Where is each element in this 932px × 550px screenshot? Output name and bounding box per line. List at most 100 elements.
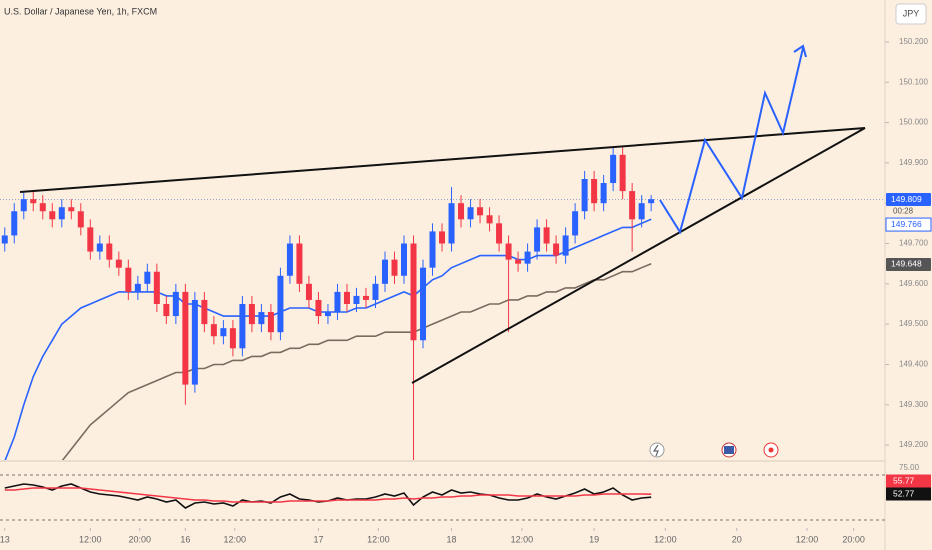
candle-body — [391, 259, 398, 276]
rsi-line — [4, 487, 652, 503]
x-tick-label: 18 — [447, 534, 457, 544]
x-tick-label: 20 — [732, 534, 742, 544]
candle-body — [153, 271, 160, 304]
price-tag — [886, 257, 931, 271]
candle-body — [125, 267, 132, 292]
chart-title: U.S. Dollar / Japanese Yen, 1h, FXCM — [4, 6, 157, 16]
y-tick-label: 149.900 — [899, 158, 928, 167]
candle-body — [591, 179, 598, 204]
candle-body — [106, 243, 113, 260]
y-tick-label: 149.600 — [899, 279, 928, 288]
x-tick-label: 12:00 — [511, 534, 534, 544]
y-tick-label: 149.500 — [899, 319, 928, 328]
x-tick-label: 17 — [313, 534, 323, 544]
candle-body — [305, 283, 312, 300]
rsi-tick-label: 75.00 — [899, 463, 920, 472]
candle-body — [296, 243, 303, 284]
x-tick-label: 12:00 — [367, 534, 390, 544]
price-tag — [885, 217, 932, 232]
price-tag-label: 149.766 — [891, 219, 922, 229]
x-tick-label: 13 — [0, 534, 10, 544]
candle-body — [534, 227, 541, 252]
candle-body — [467, 207, 474, 220]
candle-body — [58, 207, 65, 220]
candle-body — [486, 215, 493, 224]
y-tick-label: 149.300 — [899, 400, 928, 409]
candle-body — [77, 211, 84, 228]
candle-body — [372, 283, 379, 300]
candle-body — [353, 295, 360, 304]
candle-body — [11, 211, 18, 236]
candle-body — [115, 259, 122, 268]
x-tick-label: 12:00 — [654, 534, 677, 544]
candle-body — [619, 154, 626, 192]
projection-path — [659, 47, 804, 235]
candle-body — [201, 299, 208, 325]
candle-body — [220, 328, 227, 337]
candle-body — [68, 207, 75, 212]
candle-body — [248, 303, 255, 325]
candle-body — [362, 295, 369, 300]
candle-body — [600, 183, 607, 204]
candle-body — [496, 223, 503, 244]
rsi-tag-label: 55.77 — [893, 475, 915, 485]
rsi-tag-label: 52.77 — [893, 488, 915, 498]
candle-body — [334, 291, 341, 313]
candle-body — [20, 199, 27, 212]
candle-body — [172, 291, 179, 317]
price-pane — [0, 146, 885, 460]
y-tick-label: 149.400 — [899, 360, 928, 369]
y-tick-label: 149.200 — [899, 440, 928, 449]
candle-body — [87, 227, 94, 252]
candle-body — [439, 231, 446, 244]
candle-body — [648, 199, 655, 204]
candle-body — [543, 227, 550, 244]
candle-body — [505, 243, 512, 260]
candle-body — [267, 312, 274, 333]
y-tick-label: 150.200 — [899, 37, 928, 46]
x-tick-label: 20:00 — [128, 534, 151, 544]
event-icon — [768, 447, 774, 453]
candle-body — [229, 328, 236, 349]
trendline — [19, 127, 866, 193]
candle-body — [239, 303, 246, 349]
rsi-tag — [886, 474, 931, 488]
price-tag-label: 149.809 — [891, 194, 922, 204]
candle-body — [562, 235, 569, 256]
y-tick-label: 150.000 — [899, 118, 928, 127]
event-icon[interactable] — [649, 442, 665, 458]
price-tag-label: 149.648 — [891, 259, 922, 269]
event-icon — [652, 444, 659, 457]
moving-average — [61, 262, 652, 460]
flag-icon — [724, 446, 734, 454]
drawings — [19, 44, 866, 458]
x-tick-label: 20:00 — [842, 534, 865, 544]
candle-body — [315, 299, 322, 317]
y-tick-label: 149.700 — [899, 239, 928, 248]
candle-body — [458, 203, 465, 220]
x-tick-label: 19 — [589, 534, 599, 544]
candle-body — [553, 243, 560, 256]
projection-arrow — [793, 44, 807, 58]
candle-body — [324, 312, 331, 317]
x-tick-label: 16 — [180, 534, 190, 544]
rsi-tag — [886, 487, 931, 501]
candle-body — [381, 259, 388, 284]
candle-body — [286, 243, 293, 276]
price-tag — [886, 193, 931, 207]
candle-body — [134, 283, 141, 292]
currency-button[interactable] — [895, 3, 927, 25]
candle-body — [191, 299, 198, 385]
candle-body — [258, 312, 265, 325]
candle-body — [515, 259, 522, 264]
trendline — [411, 127, 866, 384]
candle-body — [210, 324, 217, 337]
currency-label: JPY — [903, 8, 920, 18]
candle-body — [163, 303, 170, 317]
candle-body — [638, 203, 645, 220]
candle-body — [448, 203, 455, 244]
candle-body — [182, 291, 189, 385]
candle-body — [410, 243, 417, 341]
x-tick-label: 12:00 — [79, 534, 102, 544]
